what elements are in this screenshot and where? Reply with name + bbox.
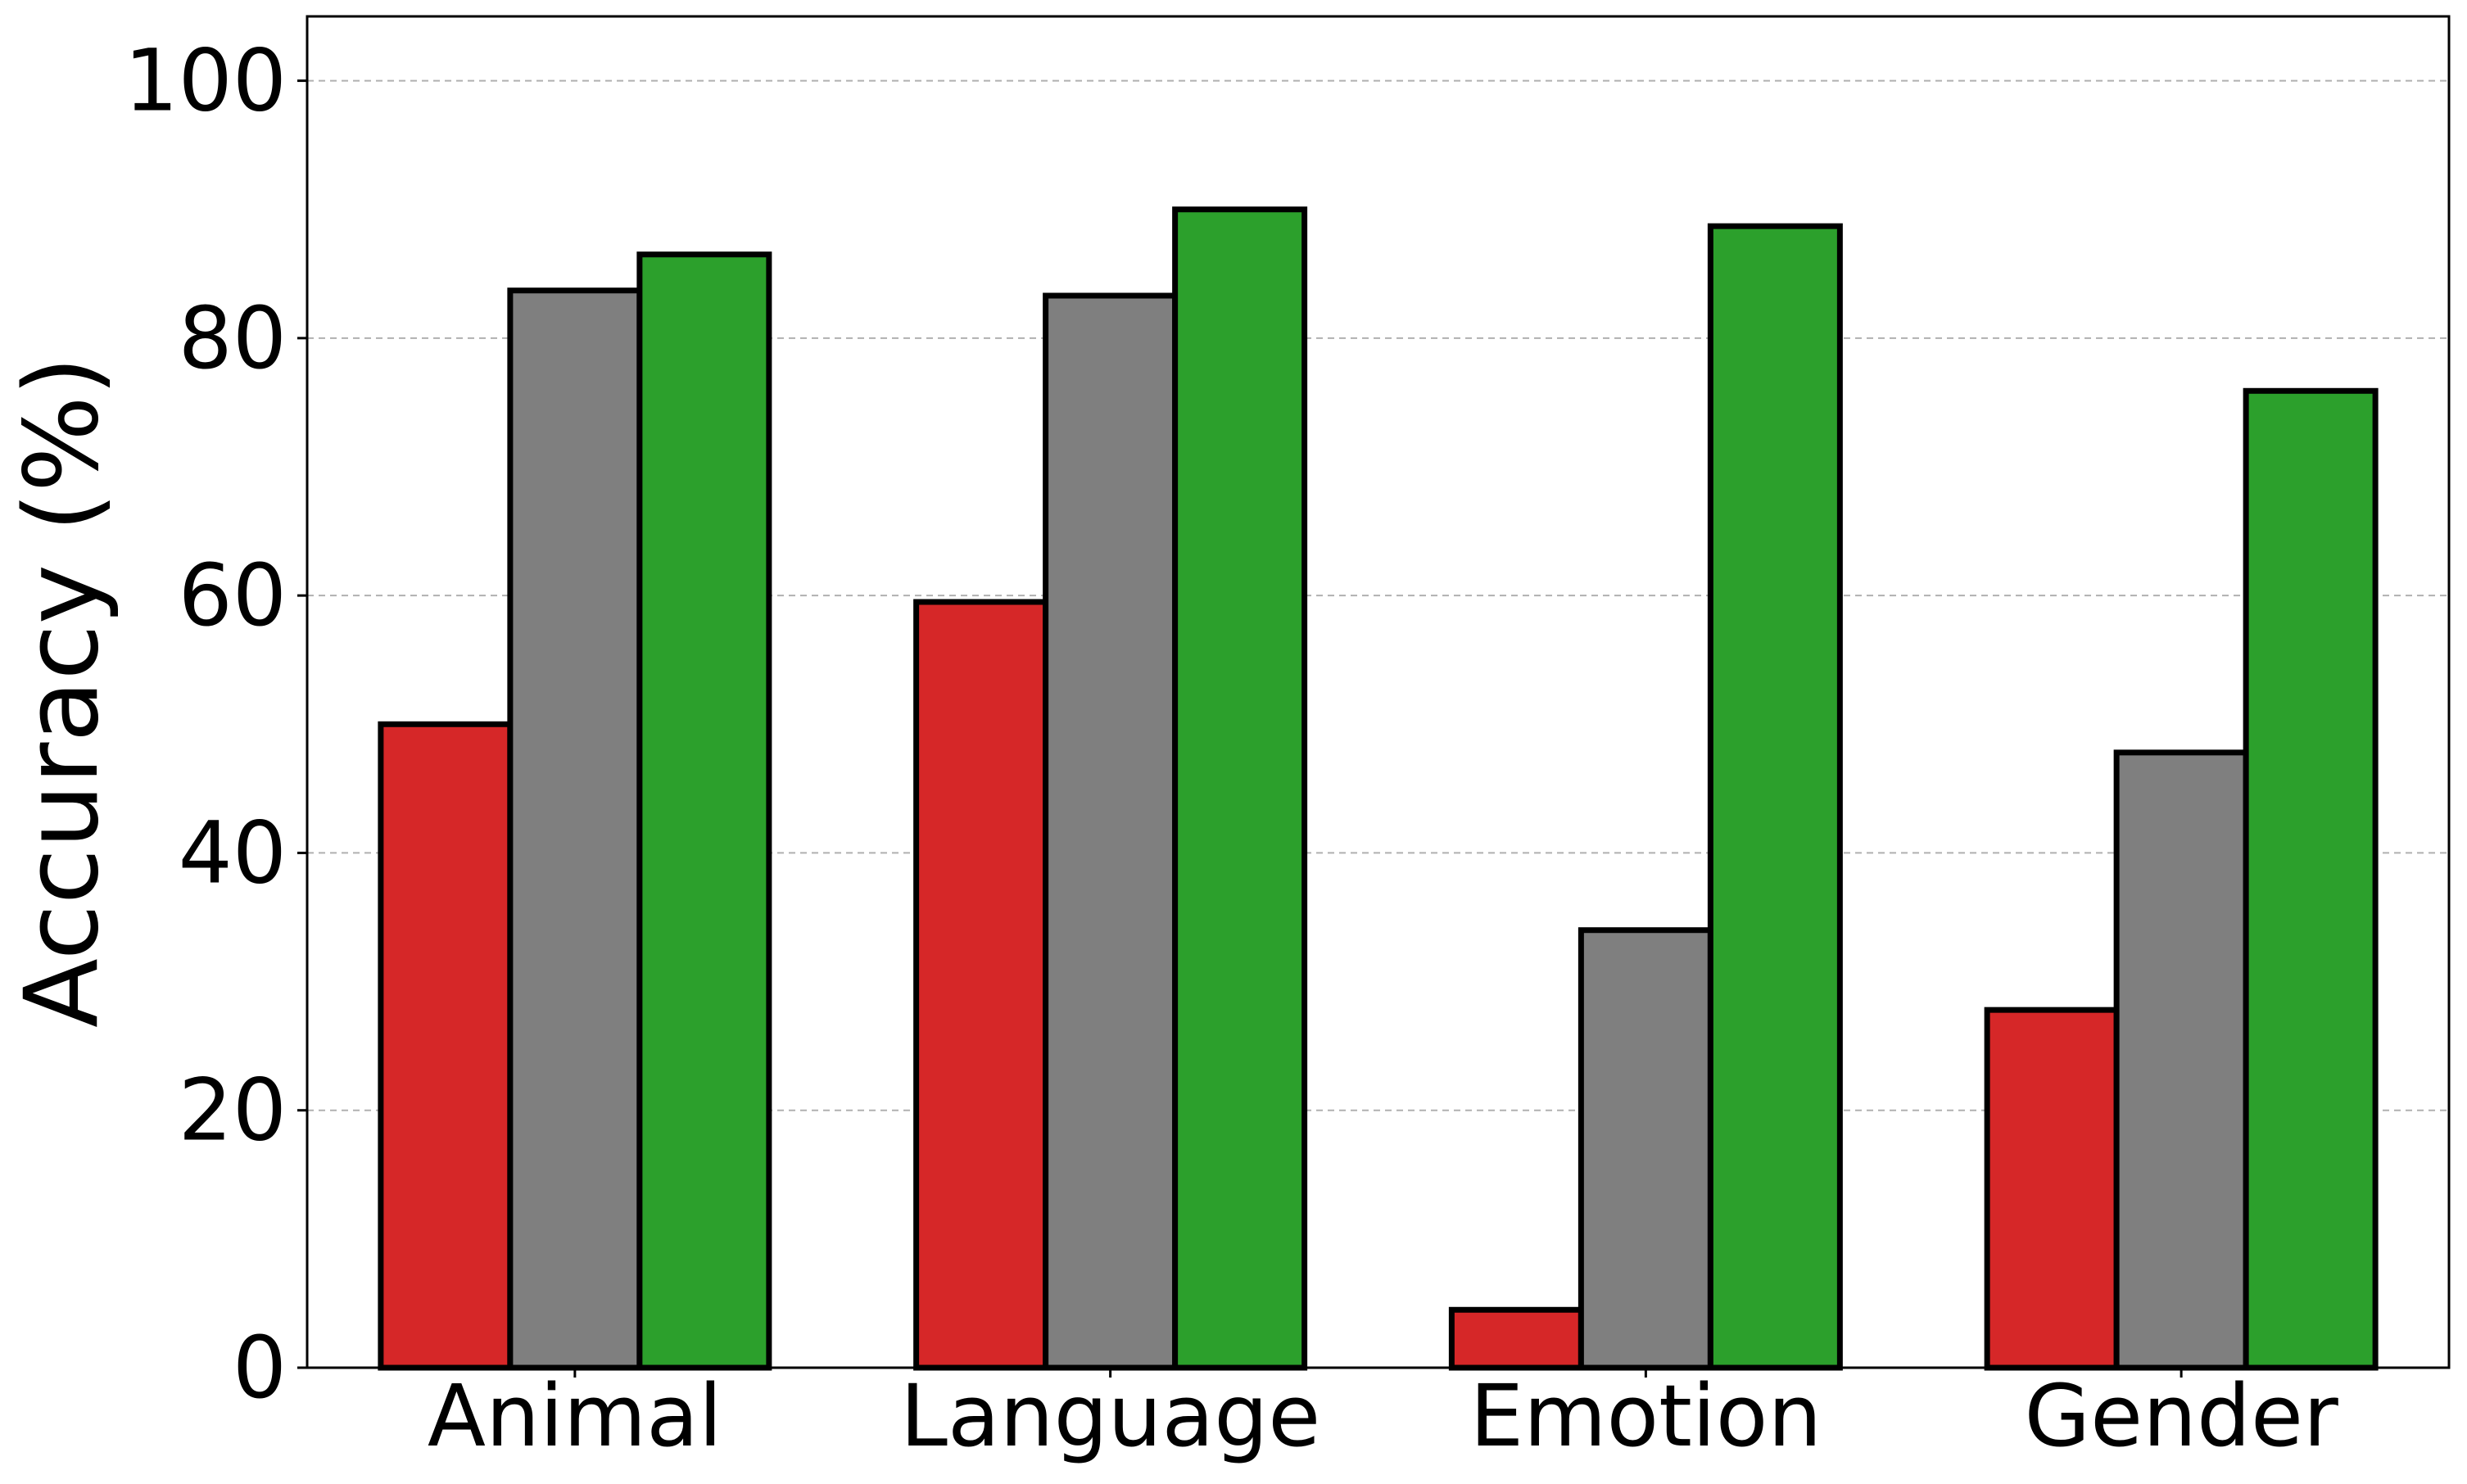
y-tick-label-60: 60 bbox=[179, 545, 287, 645]
bar-language-series-3 bbox=[1172, 206, 1308, 1371]
bar-animal-series-2 bbox=[507, 287, 643, 1371]
x-tick-label-emotion: Emotion bbox=[1469, 1366, 1822, 1466]
bar-gender-series-1 bbox=[1984, 1007, 2120, 1371]
bar-gender-series-2 bbox=[2113, 749, 2249, 1371]
bar-language-series-2 bbox=[1043, 292, 1179, 1371]
bar-emotion-series-3 bbox=[1707, 223, 1843, 1371]
y-tick-label-40: 40 bbox=[179, 803, 287, 903]
axes bbox=[297, 15, 2451, 1378]
y-tick-label-80: 80 bbox=[179, 288, 287, 388]
bar-emotion-series-2 bbox=[1578, 927, 1713, 1371]
y-tick-label-100: 100 bbox=[124, 31, 287, 131]
bars bbox=[378, 206, 2379, 1371]
bar-language-series-1 bbox=[913, 599, 1049, 1371]
bar-animal-series-1 bbox=[378, 721, 514, 1371]
x-tick-label-animal: Animal bbox=[428, 1366, 722, 1466]
y-axis-label: Accuracy (%) bbox=[3, 356, 121, 1028]
x-tick-label-language: Language bbox=[900, 1366, 1320, 1466]
y-tick-label-0: 0 bbox=[233, 1318, 287, 1418]
bar-gender-series-3 bbox=[2243, 387, 2379, 1371]
labels: Animal Language Emotion Gender 0 20 40 60 80 100 A… bbox=[3, 31, 2338, 1466]
plot-frame bbox=[306, 15, 2451, 1369]
bar-animal-series-3 bbox=[636, 251, 772, 1371]
y-tick-label-20: 20 bbox=[179, 1061, 287, 1161]
x-tick-label-gender: Gender bbox=[2025, 1366, 2338, 1466]
bar-emotion-series-1 bbox=[1448, 1306, 1584, 1371]
